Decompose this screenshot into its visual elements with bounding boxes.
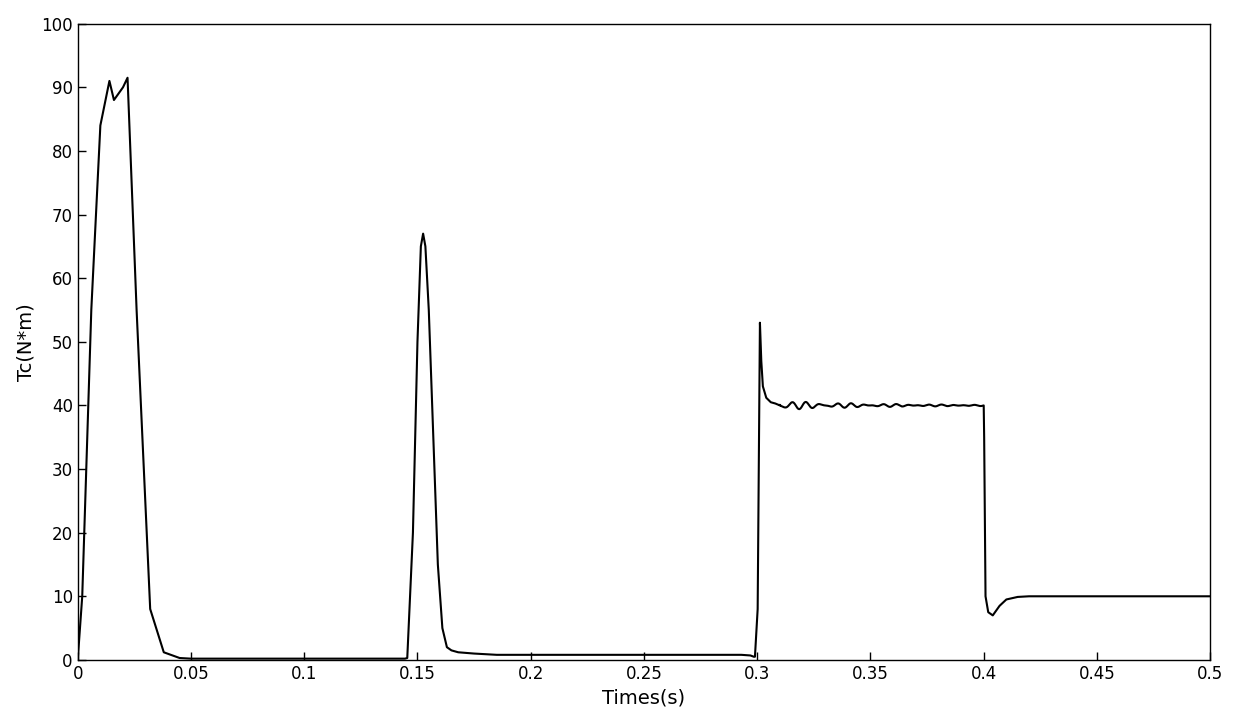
X-axis label: Times(s): Times(s): [603, 689, 686, 707]
Y-axis label: Tc(N*m): Tc(N*m): [16, 303, 36, 381]
